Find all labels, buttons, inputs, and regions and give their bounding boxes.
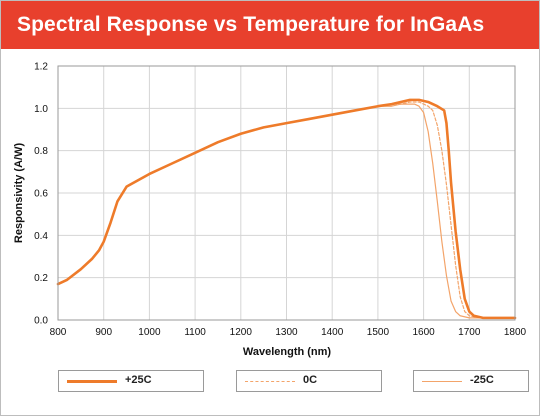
y-tick-label: 0.2 (34, 273, 48, 284)
y-tick-label: 0.8 (34, 146, 48, 157)
x-tick-label: 1400 (321, 327, 344, 338)
legend-item-m25c: -25C (413, 370, 529, 392)
legend-item-0c: 0C (236, 370, 382, 392)
chart-title: Spectral Response vs Temperature for InG… (17, 13, 485, 36)
legend-swatch-m25c (422, 381, 462, 382)
legend-swatch-25c (67, 380, 117, 383)
legend-swatch-0c (245, 381, 295, 382)
y-tick-label: 0.0 (34, 316, 48, 327)
legend-item-25c: +25C (58, 370, 204, 392)
x-axis-label: Wavelength (nm) (243, 346, 332, 358)
y-tick-label: 0.6 (34, 189, 48, 200)
y-axis-label: Responsivity (A/W) (13, 143, 25, 244)
x-tick-label: 1500 (367, 327, 390, 338)
y-tick-label: 1.0 (34, 104, 48, 115)
title-bar: Spectral Response vs Temperature for InG… (1, 1, 539, 49)
x-tick-label: 1700 (458, 327, 481, 338)
x-tick-label: 1800 (504, 327, 527, 338)
series-line-p25C (56, 98, 517, 320)
x-tick-label: 900 (95, 327, 112, 338)
x-tick-label: 1200 (230, 327, 253, 338)
series-lines (56, 98, 517, 320)
x-tick-label: 1000 (138, 327, 161, 338)
plot-area-border (57, 65, 516, 321)
x-tick-label: 1100 (184, 327, 206, 338)
legend-label-0c: 0C (303, 374, 318, 386)
legend-label-25c: +25C (125, 374, 152, 386)
x-tick-label: 1600 (412, 327, 435, 338)
axes: 800 900 1000 1100 1200 1300 1400 1500 1600 1700 18… (34, 62, 526, 339)
y-tick-label: 1.2 (34, 62, 48, 73)
x-tick-label: 1300 (275, 327, 298, 338)
grid-lines (57, 65, 516, 321)
x-tick-label: 800 (50, 327, 67, 338)
y-tick-label: 0.4 (34, 231, 48, 242)
legend-label-m25c: -25C (470, 374, 494, 386)
